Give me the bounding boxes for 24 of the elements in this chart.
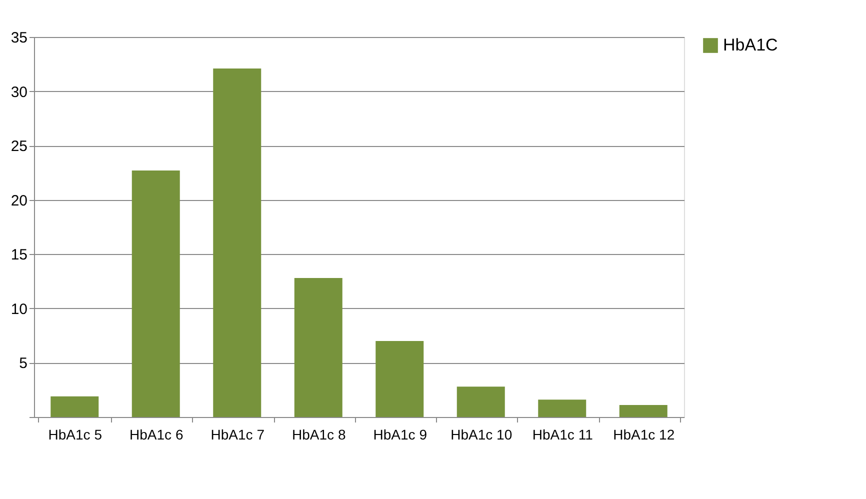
x-tick-label: HbA1c 7 — [210, 426, 265, 442]
x-tick-label: HbA1c 8 — [292, 426, 346, 442]
x-tick-label: HbA1c 6 — [130, 426, 184, 442]
bar — [132, 170, 180, 417]
x-tick-label: HbA1c 9 — [373, 426, 428, 442]
y-tick-label: 5 — [19, 355, 28, 372]
y-tick-label: 35 — [10, 30, 28, 46]
y-tick-label: 25 — [10, 138, 28, 156]
y-tick-label: 10 — [10, 300, 28, 318]
x-tick-label: HbA1c 11 — [532, 426, 594, 442]
x-tick-label: HbA1c 10 — [450, 426, 512, 442]
bar — [619, 405, 668, 417]
x-tick-label: HbA1c 5 — [48, 426, 102, 442]
y-tick-label: 20 — [10, 192, 28, 210]
bar — [294, 278, 342, 417]
bar — [50, 396, 99, 417]
bar — [376, 341, 424, 417]
bar — [213, 68, 262, 417]
bar — [456, 386, 505, 417]
x-tick-label: HbA1c 12 — [613, 426, 675, 442]
bar — [538, 400, 586, 417]
y-tick-label: 30 — [10, 84, 28, 101]
legend-label: HbA1C — [723, 36, 778, 54]
y-tick-label: 15 — [10, 246, 28, 264]
